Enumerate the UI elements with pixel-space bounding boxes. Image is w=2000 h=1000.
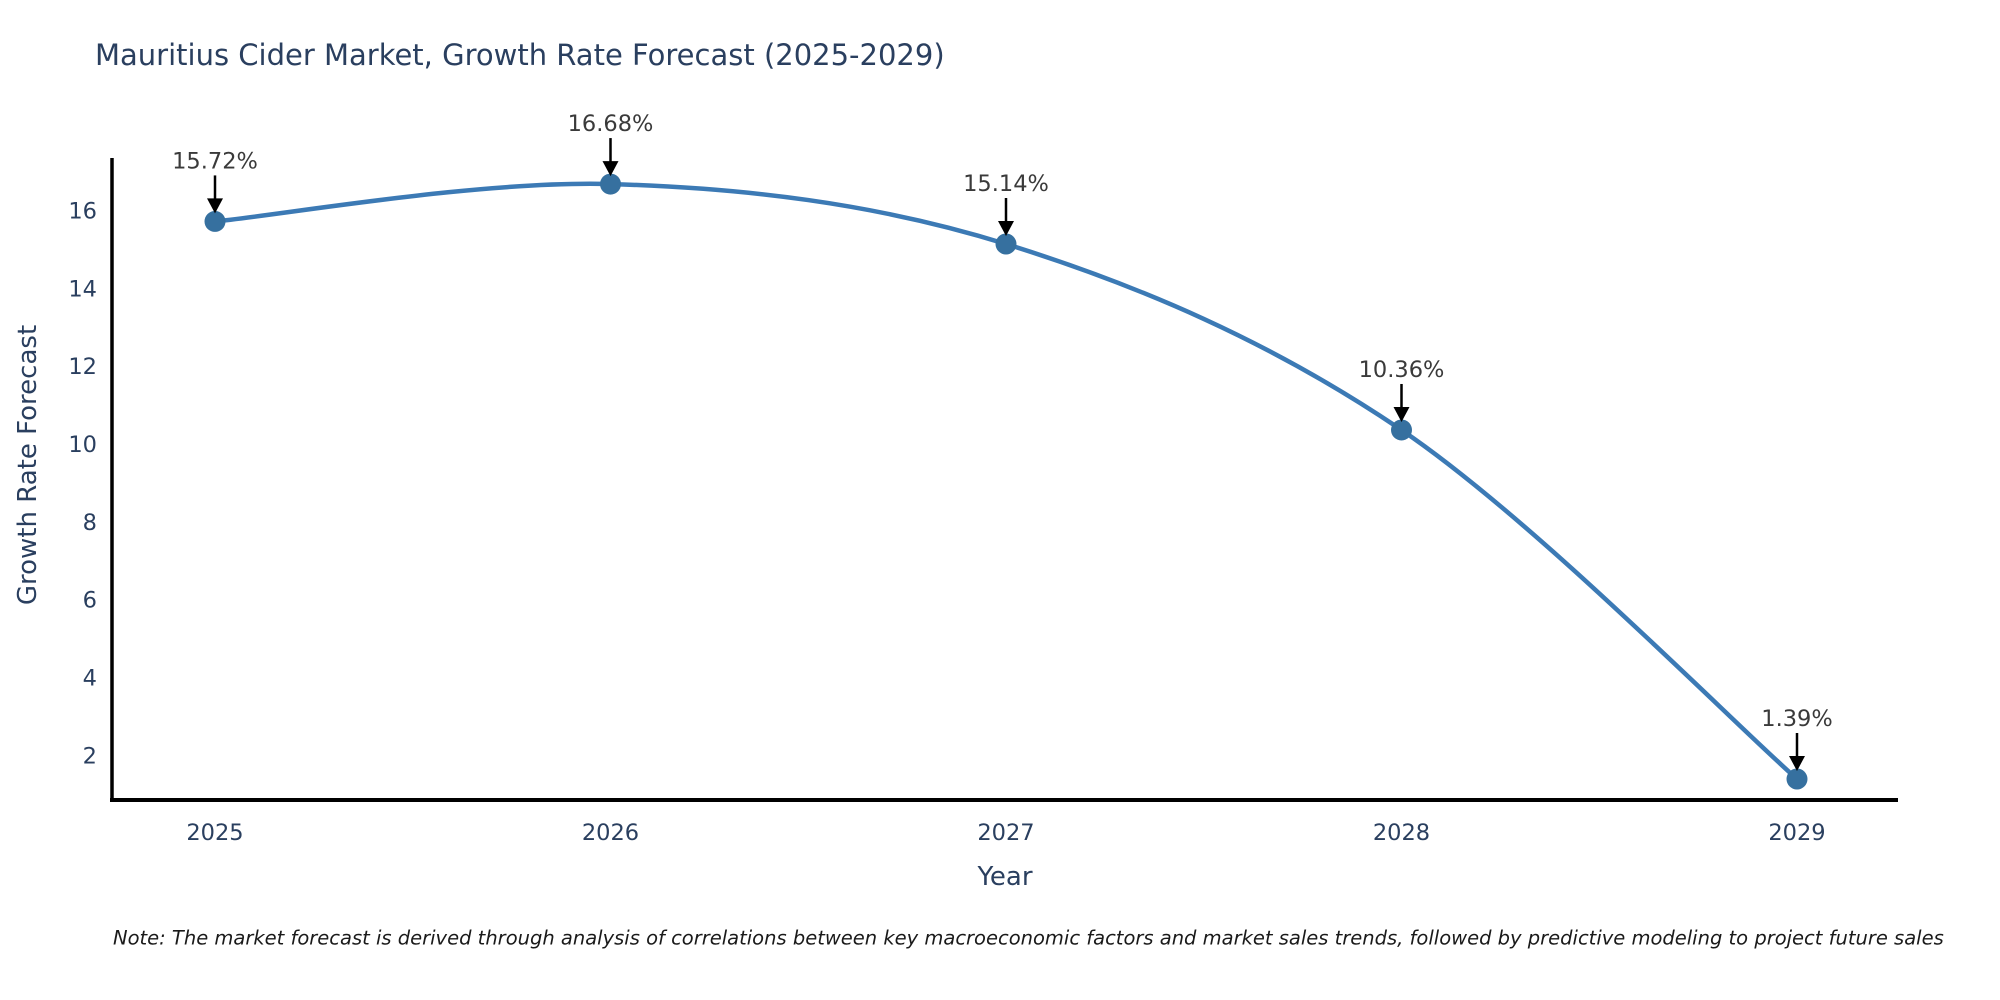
chart-title: Mauritius Cider Market, Growth Rate Fore… [95, 38, 945, 72]
annotation-arrowhead-icon [602, 161, 619, 177]
x-tick-label: 2026 [582, 820, 639, 846]
y-tick-label: 14 [68, 276, 97, 302]
x-axis-title: Year [977, 862, 1033, 892]
data-point-marker [600, 173, 621, 195]
y-tick-label: 10 [68, 432, 97, 458]
y-tick-label: 12 [68, 354, 97, 380]
y-tick-label: 16 [68, 199, 97, 225]
x-tick-label: 2029 [1768, 820, 1825, 846]
annotation-arrowhead-icon [1789, 755, 1805, 771]
point-value-label: 10.36% [1359, 357, 1445, 383]
data-point-marker [1786, 768, 1808, 790]
data-point-marker [1391, 419, 1412, 441]
point-value-label: 15.14% [963, 171, 1049, 197]
y-tick-label: 6 [83, 588, 97, 614]
annotation-arrowhead-icon [207, 198, 223, 214]
annotation-arrowhead-icon [998, 220, 1014, 236]
point-value-label: 16.68% [568, 111, 654, 137]
y-tick-label: 2 [83, 743, 97, 769]
x-tick-label: 2028 [1373, 820, 1430, 846]
x-tick-label: 2025 [186, 820, 243, 846]
x-tick-label: 2027 [977, 820, 1034, 846]
data-point-marker [995, 233, 1017, 255]
point-value-label: 15.72% [172, 148, 258, 174]
y-tick-label: 8 [83, 510, 97, 536]
point-value-label: 1.39% [1761, 706, 1832, 732]
footnote: Note: The market forecast is derived thr… [113, 926, 1944, 950]
data-point-marker [204, 210, 226, 232]
y-tick-label: 4 [83, 665, 97, 691]
annotation-arrowhead-icon [1393, 406, 1410, 422]
trend-line [214, 181, 1799, 781]
